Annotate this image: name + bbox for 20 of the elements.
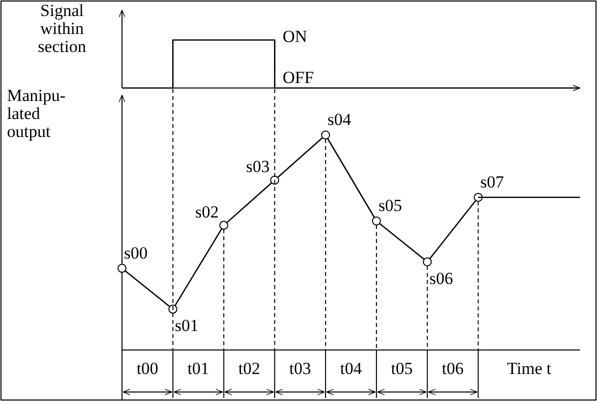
annotation: s01 xyxy=(174,316,199,336)
annotation: s07 xyxy=(480,172,504,192)
annotation: s03 xyxy=(246,157,270,176)
text: t03 xyxy=(289,359,311,378)
text: t04 xyxy=(340,359,362,378)
text: t00 xyxy=(136,359,158,378)
annotation: OFF xyxy=(282,68,314,87)
text: s04 xyxy=(328,110,352,129)
annotation: s02 xyxy=(195,202,219,222)
annotation: s00 xyxy=(124,243,148,262)
text: t02 xyxy=(238,359,260,378)
text: t05 xyxy=(391,359,413,378)
text: t06 xyxy=(442,359,464,378)
annotation: s06 xyxy=(429,268,453,288)
y-axis-title: Signal within section xyxy=(38,1,87,56)
y-axis-title: Manipu-lated output xyxy=(7,86,66,141)
annotation: s05 xyxy=(378,196,402,215)
annotation: ON xyxy=(282,27,308,46)
text: t01 xyxy=(187,359,210,378)
x-axis-title: Time t xyxy=(506,359,552,378)
